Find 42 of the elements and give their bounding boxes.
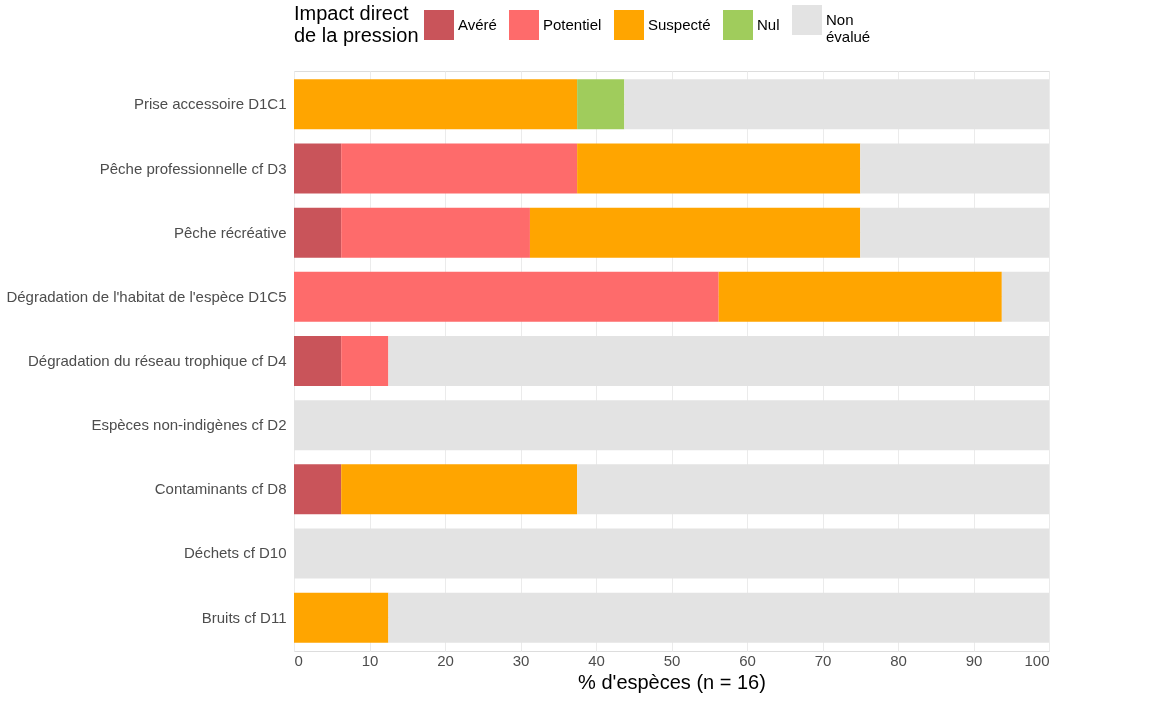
legend-label: Non évalué <box>826 11 871 45</box>
x-tick-label: 50 <box>663 651 681 669</box>
legend-label: Nul <box>757 16 780 33</box>
bar <box>294 143 342 194</box>
bar <box>718 271 1002 322</box>
y-tick-label: Contaminants cf D8 <box>154 480 287 498</box>
x-tick-label: 40 <box>588 651 605 669</box>
bar <box>294 271 719 322</box>
legend-label: Suspecté <box>648 16 711 33</box>
bar <box>341 143 578 194</box>
bar <box>294 464 342 515</box>
x-tick-label: 70 <box>814 651 832 669</box>
y-tick-label: Dégradation du réseau trophique cf D4 <box>27 352 287 369</box>
bar <box>294 592 389 643</box>
bar <box>294 207 342 258</box>
x-tick-label: 60 <box>739 651 756 669</box>
y-tick-label: Pêche récréative <box>173 223 287 241</box>
legend-label: Potentiel <box>543 16 602 33</box>
bar <box>529 207 861 258</box>
legend-label: Avéré <box>458 16 497 33</box>
y-tick-label: Bruits cf D11 <box>201 608 287 626</box>
bar <box>341 207 530 258</box>
legend-title: Impact direct de la pression <box>294 2 419 46</box>
bar <box>577 143 861 194</box>
x-tick-label: 20 <box>437 651 454 669</box>
x-tick-label: 90 <box>965 651 983 669</box>
x-tick-label: 100 <box>1024 651 1050 669</box>
x-tick-label: 0 <box>294 651 303 669</box>
y-tick-label: Pêche professionnelle cf D3 <box>99 159 287 177</box>
x-axis-title: % d'espèces (n = 16) <box>578 670 766 693</box>
x-tick-label: 10 <box>361 651 379 669</box>
bar <box>294 336 342 386</box>
y-tick-label: Dégradation de l'habitat de l'espèce D1C5 <box>6 287 287 305</box>
bar <box>341 336 389 386</box>
y-tick-label: Déchets cf D10 <box>183 544 287 562</box>
y-tick-label: Prise accessoire D1C1 <box>133 95 287 113</box>
bar <box>294 79 578 130</box>
x-tick-label: 80 <box>890 651 907 669</box>
y-tick-label: Espèces non-indigènes cf D2 <box>91 416 287 434</box>
bar <box>577 79 625 130</box>
x-tick-label: 30 <box>512 651 530 669</box>
bar <box>341 464 578 515</box>
